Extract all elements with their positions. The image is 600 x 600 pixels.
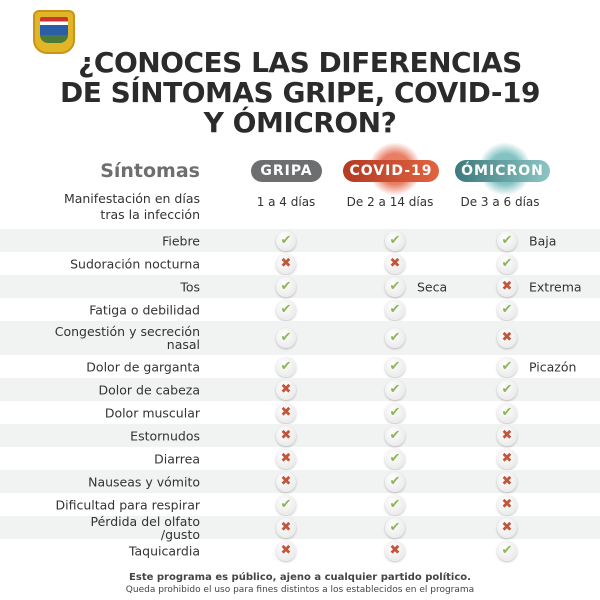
check-icon: ✔: [385, 471, 405, 492]
check-icon: ✔: [497, 356, 517, 377]
check-icon: ✔: [385, 448, 405, 469]
check-icon: ✔: [276, 299, 296, 320]
table-row: Sudoración nocturna ✖ ✖ ✔: [0, 252, 600, 275]
table-row: Congestión y secreción nasal ✔ ✔ ✖: [0, 321, 600, 355]
symptom-label: Dolor de garganta: [86, 359, 200, 374]
table-row: Nauseas y vómito ✖ ✔ ✖: [0, 470, 600, 493]
cross-icon: ✖: [497, 471, 517, 492]
omicron-badge: ÓMICRON: [455, 160, 550, 182]
cross-icon: ✖: [276, 379, 296, 400]
omicron-days: De 3 a 6 días: [460, 195, 540, 209]
symptom-label: Taquicardia: [128, 543, 200, 558]
table-row: Diarrea ✖ ✔ ✖: [0, 447, 600, 470]
omicron-note: Extrema: [529, 279, 582, 294]
table-row: Estornudos ✖ ✔ ✖: [0, 424, 600, 447]
table-row: Dolor de cabeza ✖ ✔ ✔: [0, 378, 600, 401]
table-row: Fiebre ✔ ✔ ✔ Baja: [0, 229, 600, 252]
coat-of-arms-logo: [33, 10, 75, 54]
check-icon: ✔: [276, 230, 296, 251]
check-icon: ✔: [497, 230, 517, 251]
omicron-note: Picazón: [529, 359, 577, 374]
cross-icon: ✖: [497, 276, 517, 297]
cross-icon: ✖: [385, 253, 405, 274]
cross-icon: ✖: [385, 540, 405, 561]
check-icon: ✔: [497, 540, 517, 561]
check-icon: ✔: [385, 276, 405, 297]
table-row: Tos ✔ ✔ Seca ✖ Extrema: [0, 275, 600, 298]
cross-icon: ✖: [276, 425, 296, 446]
check-icon: ✔: [385, 379, 405, 400]
check-icon: ✔: [385, 299, 405, 320]
check-icon: ✔: [385, 494, 405, 515]
check-icon: ✔: [385, 356, 405, 377]
check-icon: ✔: [385, 425, 405, 446]
footer-note: Queda prohibido el uso para fines distin…: [125, 585, 475, 595]
cross-icon: ✖: [497, 448, 517, 469]
cross-icon: ✖: [497, 425, 517, 446]
cross-icon: ✖: [276, 253, 296, 274]
check-icon: ✔: [385, 230, 405, 251]
check-icon: ✔: [276, 494, 296, 515]
check-icon: ✔: [497, 402, 517, 423]
table-row: Fatiga o debilidad ✔ ✔ ✔: [0, 298, 600, 321]
title-line: DE SÍNTOMAS GRIPE, COVID-19: [59, 76, 541, 109]
cross-icon: ✖: [276, 517, 296, 538]
page-title: ¿CONOCES LAS DIFERENCIAS DE SÍNTOMAS GRI…: [0, 48, 600, 138]
symptom-label: Pérdida del olfato /gusto: [90, 513, 200, 542]
symptom-label: Fiebre: [162, 233, 200, 248]
cross-icon: ✖: [497, 517, 517, 538]
table-row: Dolor de garganta ✔ ✔ ✔ Picazón: [0, 355, 600, 378]
symptom-label: Dolor de cabeza: [98, 382, 200, 397]
symptom-label: Diarrea: [154, 451, 200, 466]
covid-days: De 2 a 14 días: [346, 195, 434, 209]
check-icon: ✔: [497, 253, 517, 274]
check-icon: ✔: [276, 328, 296, 348]
gripa-days: 1 a 4 días: [256, 195, 316, 209]
symptom-label: Dificultad para respirar: [55, 497, 201, 512]
cross-icon: ✖: [276, 471, 296, 492]
check-icon: ✔: [385, 328, 405, 348]
cross-icon: ✖: [497, 494, 517, 515]
covid-badge: COVID-19: [343, 160, 439, 182]
symptom-label: Fatiga o debilidad: [89, 302, 200, 317]
cross-icon: ✖: [276, 540, 296, 561]
check-icon: ✔: [276, 276, 296, 297]
symptom-label: Sudoración nocturna: [70, 256, 200, 271]
cross-icon: ✖: [497, 328, 517, 348]
symptom-label: Congestión y secreción nasal: [54, 324, 200, 352]
check-icon: ✔: [497, 379, 517, 400]
title-line: ¿CONOCES LAS DIFERENCIAS: [78, 46, 522, 79]
table-row: Pérdida del olfato /gusto ✖ ✔ ✖: [0, 513, 600, 542]
omicron-note: Baja: [529, 233, 557, 248]
symptoms-header: Síntomas: [100, 160, 200, 182]
check-icon: ✔: [497, 299, 517, 320]
cross-icon: ✖: [276, 448, 296, 469]
check-icon: ✔: [385, 517, 405, 538]
covid-note: Seca: [417, 279, 448, 294]
symptom-label: Estornudos: [130, 428, 200, 443]
symptom-label: Nauseas y vómito: [88, 474, 200, 489]
table-row: Dificultad para respirar ✔ ✔ ✖: [0, 493, 600, 516]
table-row: Dolor muscular ✖ ✔ ✔: [0, 401, 600, 424]
gripa-badge: GRIPA: [251, 160, 322, 182]
manifestation-header: Manifestación en días tras la infección: [63, 191, 200, 222]
symptom-label: Tos: [180, 279, 200, 294]
symptom-label: Dolor muscular: [104, 405, 200, 420]
check-icon: ✔: [385, 402, 405, 423]
check-icon: ✔: [276, 356, 296, 377]
title-line: Y ÓMICRON?: [203, 106, 397, 139]
cross-icon: ✖: [276, 402, 296, 423]
footer-disclaimer: Este programa es público, ajeno a cualqu…: [129, 572, 471, 583]
table-row: Taquicardia ✖ ✖ ✔: [0, 539, 600, 562]
